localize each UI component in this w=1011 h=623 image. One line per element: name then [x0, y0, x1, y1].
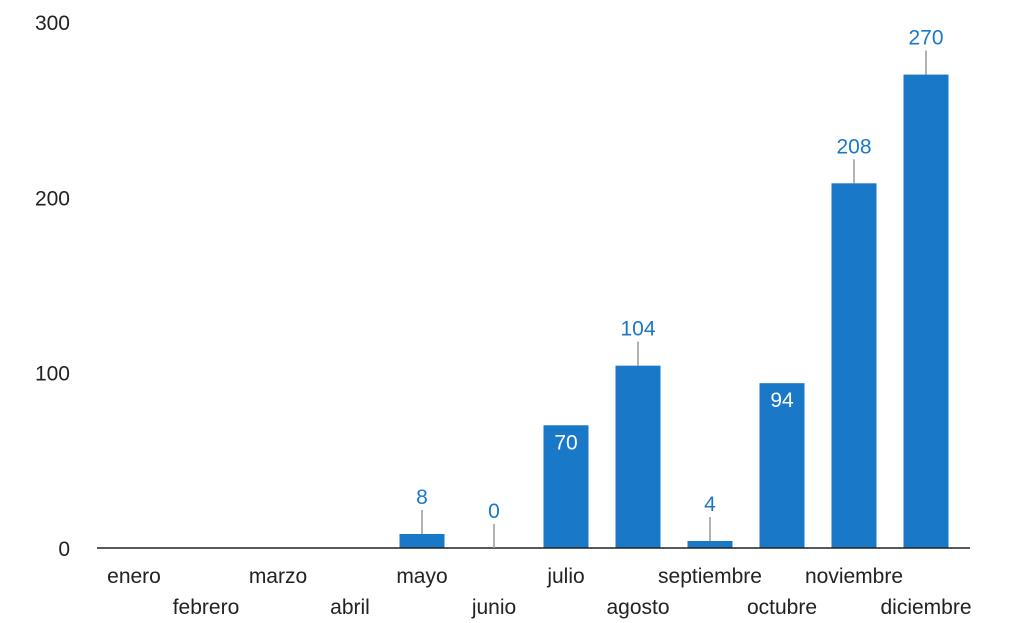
bar-agosto — [615, 365, 661, 548]
x-category-label: marzo — [249, 565, 307, 588]
bar-octubre — [759, 383, 805, 548]
x-category-label: noviembre — [805, 565, 903, 588]
data-label: 208 — [836, 135, 871, 158]
bar-septiembre — [687, 540, 733, 548]
y-tick-label: 200 — [35, 187, 70, 210]
data-label: 94 — [770, 389, 794, 412]
bar-mayo — [399, 533, 445, 548]
y-tick-label: 0 — [58, 538, 70, 561]
y-tick-label: 300 — [35, 12, 70, 35]
bar-noviembre — [831, 183, 877, 548]
x-category-label: septiembre — [658, 565, 762, 588]
bars-group — [399, 74, 949, 548]
data-label: 0 — [488, 500, 500, 523]
x-axis-categories: enero febrero marzo abril mayo junio julio agos… — [107, 565, 971, 619]
data-label: 8 — [416, 486, 428, 509]
data-label: 104 — [620, 318, 655, 341]
x-category-label: febrero — [173, 596, 240, 619]
y-tick-label: 100 — [35, 363, 70, 386]
bar-diciembre — [903, 74, 949, 548]
data-labels-group: 8 0 70 104 4 94 208 270 — [416, 27, 944, 548]
x-category-label: diciembre — [880, 596, 971, 619]
x-category-label: agosto — [606, 596, 669, 619]
x-category-label: octubre — [747, 596, 817, 619]
y-axis-ticks: 0 100 200 300 — [35, 12, 70, 561]
x-category-label: junio — [471, 596, 516, 619]
data-label: 70 — [554, 431, 577, 454]
bar-julio — [543, 425, 589, 548]
x-category-label: abril — [330, 596, 370, 619]
x-category-label: enero — [107, 565, 161, 588]
x-category-label: julio — [546, 565, 584, 588]
x-category-label: mayo — [396, 565, 447, 588]
data-label: 270 — [908, 27, 943, 50]
data-label: 4 — [704, 493, 716, 516]
